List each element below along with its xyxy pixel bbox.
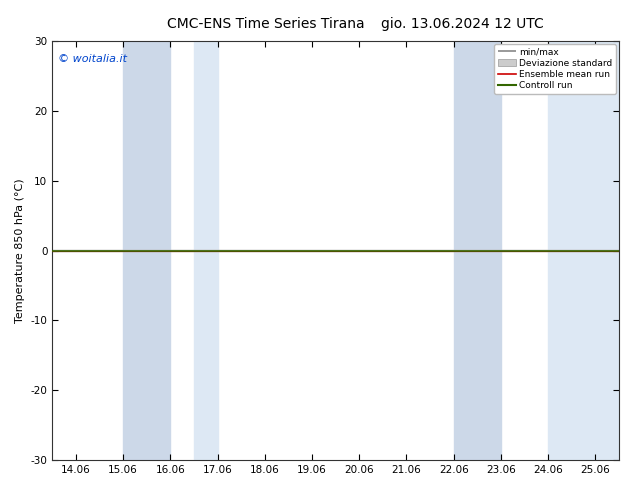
Text: © woitalia.it: © woitalia.it	[58, 53, 127, 64]
Bar	[194, 41, 217, 460]
Bar	[548, 41, 619, 460]
Bar	[123, 41, 171, 460]
Text: gio. 13.06.2024 12 UTC: gio. 13.06.2024 12 UTC	[382, 17, 544, 31]
Bar	[454, 41, 501, 460]
Legend: min/max, Deviazione standard, Ensemble mean run, Controll run: min/max, Deviazione standard, Ensemble m…	[494, 44, 616, 94]
Text: CMC-ENS Time Series Tirana: CMC-ENS Time Series Tirana	[167, 17, 365, 31]
Y-axis label: Temperature 850 hPa (°C): Temperature 850 hPa (°C)	[15, 178, 25, 323]
